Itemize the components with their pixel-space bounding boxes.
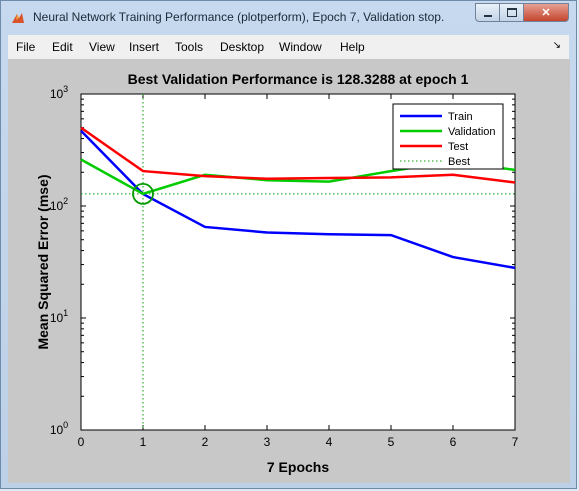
x-tick-label: 2 bbox=[202, 435, 209, 449]
maximize-button[interactable] bbox=[499, 3, 524, 22]
menu-window[interactable]: Window bbox=[279, 40, 322, 54]
best-point-marker bbox=[132, 182, 154, 205]
x-tick-label: 6 bbox=[450, 435, 457, 449]
x-tick-label: 5 bbox=[388, 435, 395, 449]
x-tick-label: 0 bbox=[78, 435, 85, 449]
y-tick-label: 100 bbox=[50, 420, 68, 437]
y-tick-label: 103 bbox=[50, 84, 68, 101]
y-axis-label: Mean Squared Error (mse) bbox=[35, 174, 51, 349]
minimize-icon bbox=[483, 14, 492, 17]
legend-label-best: Best bbox=[448, 156, 470, 168]
chart-title: Best Validation Performance is 128.3288 … bbox=[128, 71, 469, 87]
legend-label-validation: Validation bbox=[448, 126, 496, 138]
menu-edit[interactable]: Edit bbox=[52, 40, 73, 54]
legend-label-test: Test bbox=[448, 141, 468, 153]
minimize-button[interactable] bbox=[475, 3, 500, 22]
window-title: Neural Network Training Performance (plo… bbox=[33, 10, 445, 24]
x-tick-label: 4 bbox=[326, 435, 333, 449]
menu-file[interactable]: File bbox=[16, 40, 36, 54]
menu-view[interactable]: View bbox=[89, 40, 115, 54]
legend-label-train: Train bbox=[448, 111, 473, 123]
dock-arrow-icon[interactable]: ↘ bbox=[552, 40, 561, 51]
legend: Train Validation Test Best bbox=[392, 103, 504, 170]
menu-help[interactable]: Help bbox=[340, 40, 365, 54]
series-line-test bbox=[80, 126, 516, 184]
figure-canvas: Best Validation Performance is 128.3288 … bbox=[8, 59, 570, 483]
performance-chart: Best Validation Performance is 128.3288 … bbox=[35, 71, 519, 475]
close-icon: ✕ bbox=[541, 7, 551, 19]
menu-bar: File Edit View Insert Tools Desktop Wind… bbox=[8, 35, 569, 60]
series-line-train bbox=[80, 129, 516, 270]
x-tick-label: 1 bbox=[140, 435, 147, 449]
menu-tools[interactable]: Tools bbox=[175, 40, 204, 54]
close-button[interactable]: ✕ bbox=[523, 3, 569, 22]
maximize-icon bbox=[506, 8, 517, 17]
menu-desktop[interactable]: Desktop bbox=[220, 40, 265, 54]
title-bar[interactable]: Neural Network Training Performance (plo… bbox=[1, 1, 576, 35]
y-tick-label: 101 bbox=[50, 308, 68, 325]
x-tick-label: 7 bbox=[512, 435, 519, 449]
matlab-app-icon bbox=[12, 13, 24, 23]
menu-insert[interactable]: Insert bbox=[129, 40, 160, 54]
x-axis-label: 7 Epochs bbox=[267, 459, 329, 475]
y-tick-label: 102 bbox=[50, 196, 68, 213]
x-tick-label: 3 bbox=[264, 435, 271, 449]
